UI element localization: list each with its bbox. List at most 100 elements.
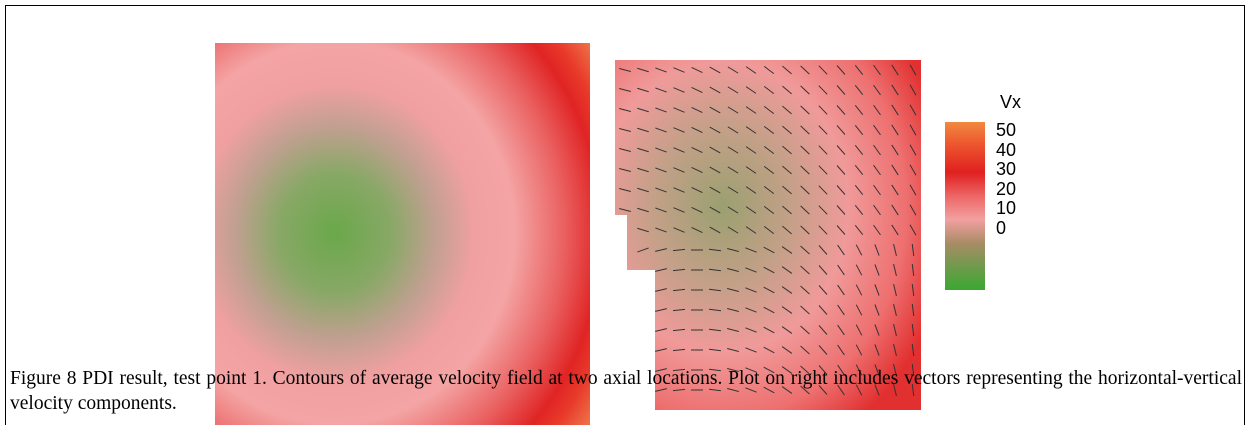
vector [874,264,880,276]
vector [672,288,686,292]
vector [709,186,721,194]
vector [782,185,792,195]
vector [709,226,721,234]
vector [836,65,846,75]
vector [637,227,649,233]
vector [782,165,792,175]
vector [637,207,649,213]
vector [619,148,631,152]
vector [727,288,739,292]
vector [891,144,899,156]
vector [818,305,828,315]
vector [818,265,828,275]
vector [818,165,828,175]
vector [911,243,915,257]
vector [854,164,864,176]
vector [781,386,793,394]
vector [800,65,810,75]
figure-caption: Figure 8 PDI result, test point 1. Conto… [10,368,1242,414]
vector [655,87,667,93]
vector [781,246,793,254]
vector [745,267,757,273]
vector [763,65,775,75]
vector [909,84,917,96]
vector [855,244,863,256]
vector [874,284,880,296]
vector [745,186,757,194]
vector [691,186,703,194]
vector [891,124,899,136]
vector [854,104,864,116]
vector [800,225,810,235]
vector [909,164,917,176]
vector [763,165,775,175]
vector [727,248,739,252]
vector [655,288,667,292]
vector [893,324,897,336]
vector [763,205,775,215]
vector [891,104,899,116]
vector [854,64,864,76]
vector [911,323,915,337]
vector [837,324,845,336]
vector [837,384,845,396]
vector [818,205,828,215]
vector [763,85,775,95]
vector [893,264,897,276]
vector [837,344,845,356]
vector [873,144,881,156]
vector [763,185,775,195]
vector [672,328,686,332]
vector [781,366,793,374]
vector [708,288,722,292]
vector [727,66,739,74]
vector [891,184,899,196]
vector [727,106,739,114]
colorbar-label: 0 [996,217,1007,238]
vector [837,264,845,276]
vector [873,64,881,76]
vector [837,284,845,296]
vector [873,164,881,176]
vector [655,328,667,332]
vector [709,206,721,214]
vector [763,266,775,274]
vector [672,368,686,372]
vector [691,146,703,154]
vector [691,226,703,234]
vector [727,186,739,194]
vector [800,85,810,95]
vector [836,205,846,215]
vector [763,366,775,374]
vector [745,387,757,393]
vector [854,184,864,196]
vector [836,145,846,155]
vector [891,164,899,176]
vector [708,388,722,392]
vector [691,166,703,174]
vector [909,104,917,116]
vector [874,324,880,336]
vector [619,208,631,212]
vector [672,268,686,272]
vector [893,284,897,296]
vector [818,325,828,335]
vector [891,64,899,76]
vector [874,364,880,376]
vector [911,363,915,377]
vector [655,268,667,272]
vector [708,348,722,352]
vector [800,105,810,115]
vector [837,244,845,256]
vector [782,125,792,135]
vector [745,146,757,154]
vector [763,125,775,135]
vector [763,145,775,155]
vector [893,384,897,396]
vector [818,125,828,135]
vector [637,247,649,253]
vector [745,367,757,373]
figure-frame [5,5,1245,425]
vector [891,204,899,216]
vector [855,304,863,316]
